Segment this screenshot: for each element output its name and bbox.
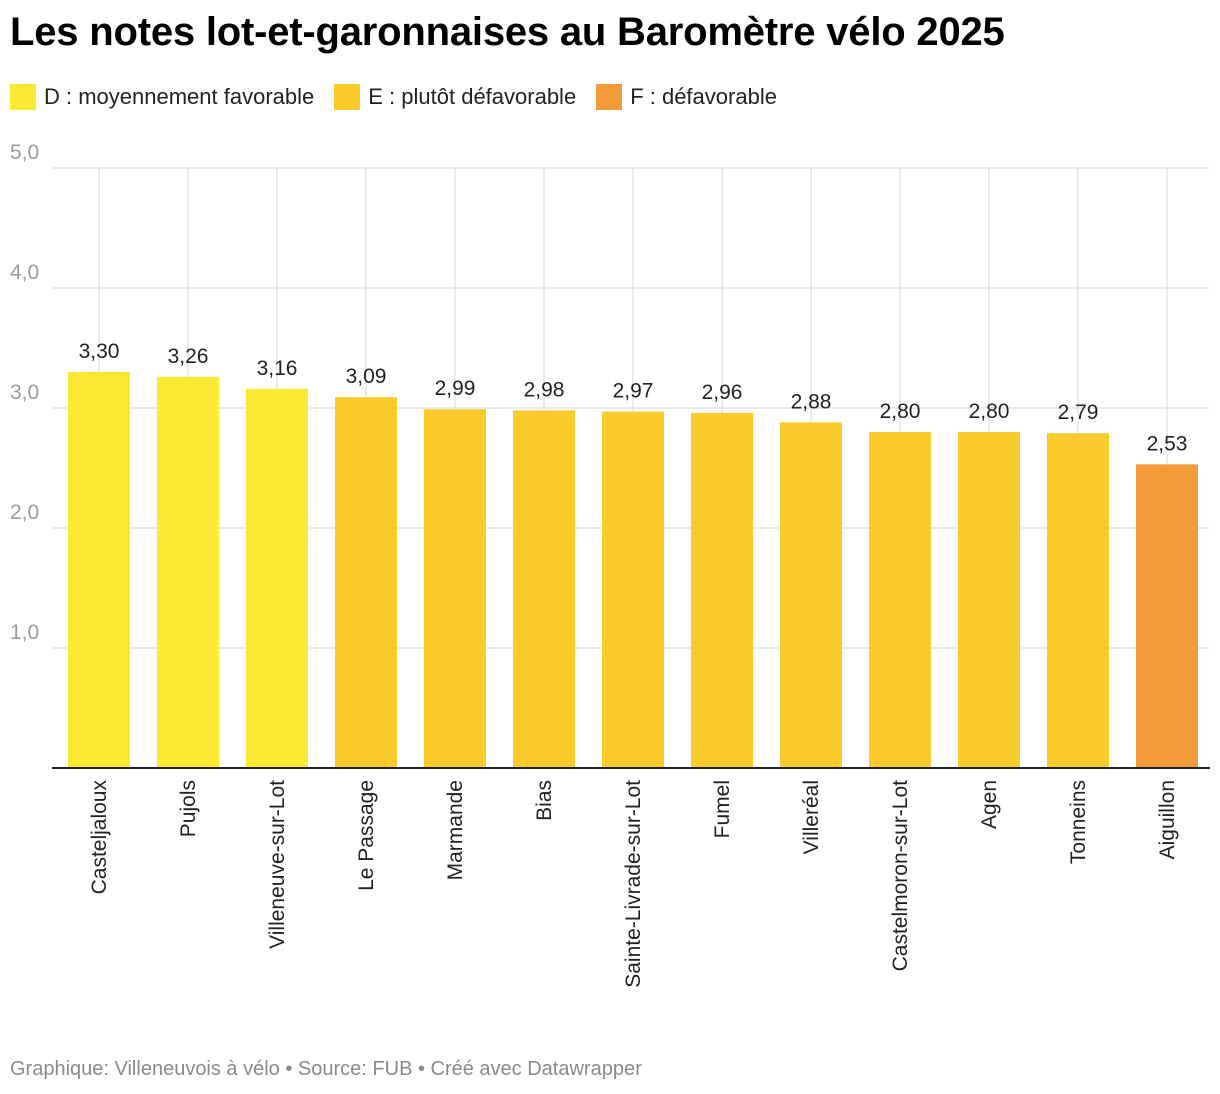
legend-item-e: E : plutôt défavorable	[334, 84, 576, 110]
bar	[68, 372, 130, 768]
y-tick-label: 5,0	[10, 141, 39, 164]
legend-swatch-f	[596, 84, 623, 110]
y-tick-label: 2,0	[10, 501, 39, 524]
bar	[1136, 464, 1198, 768]
legend-label-e: E : plutôt défavorable	[368, 84, 577, 109]
bar-value-label: 2,79	[1058, 401, 1099, 424]
legend-label-d: D : moyennement favorable	[44, 84, 315, 109]
bar	[869, 432, 931, 768]
legend-swatch-e	[334, 84, 361, 110]
bar	[1047, 433, 1109, 768]
chart-footer: Graphique: Villeneuvois à vélo • Source:…	[10, 1058, 642, 1080]
x-tick-label: Marmande	[444, 780, 467, 880]
bar-chart: 1,0 2,0 3,0 4,0 5,0 3,30 Casteljaloux 3,26 Pujol…	[10, 141, 1210, 988]
x-tick-label: Casteljaloux	[88, 780, 111, 895]
legend-swatch-d	[10, 84, 36, 110]
bar	[424, 409, 486, 768]
y-tick-label: 4,0	[10, 261, 39, 284]
legend-label-f: F : défavorable	[630, 84, 777, 109]
bar-value-label: 3,26	[168, 345, 209, 368]
bar-value-label: 3,30	[79, 340, 120, 363]
bar	[958, 432, 1020, 768]
bar-value-label: 2,53	[1147, 432, 1188, 455]
x-tick-label: Villeneuve-sur-Lot	[266, 780, 289, 949]
bar	[602, 411, 664, 768]
y-tick-label: 1,0	[10, 621, 39, 644]
x-tick-label: Agen	[978, 780, 1001, 829]
bar	[780, 422, 842, 768]
x-tick-label: Castelmoron-sur-Lot	[889, 780, 912, 972]
bar	[691, 412, 753, 768]
bar	[246, 388, 308, 768]
legend-item-f: F : défavorable	[596, 84, 777, 110]
x-tick-label: Pujols	[177, 780, 200, 837]
bar-value-label: 3,16	[257, 357, 298, 380]
x-tick-label: Fumel	[711, 780, 734, 838]
y-tick-label: 3,0	[10, 381, 39, 404]
bar-value-label: 2,98	[524, 378, 565, 401]
bar-value-label: 2,80	[969, 400, 1010, 423]
x-tick-label: Sainte-Livrade-sur-Lot	[622, 780, 645, 988]
bar	[157, 376, 219, 768]
x-tick-label: Villeréal	[800, 780, 823, 854]
legend-item-d: D : moyennement favorable	[10, 84, 314, 110]
bar-value-label: 2,97	[613, 380, 654, 403]
bar-value-label: 2,99	[435, 377, 476, 400]
bar-value-label: 2,80	[880, 400, 921, 423]
x-tick-label: Bias	[533, 780, 556, 821]
bar	[335, 397, 397, 768]
x-tick-label: Aiguillon	[1156, 780, 1179, 859]
bar-value-label: 2,96	[702, 381, 743, 404]
legend: D : moyennement favorable E : plutôt déf…	[10, 84, 777, 110]
bar-value-label: 2,88	[791, 390, 832, 413]
bar-value-label: 3,09	[346, 365, 387, 388]
x-tick-label: Tonneins	[1067, 780, 1090, 864]
bar	[513, 410, 575, 768]
x-tick-label: Le Passage	[355, 780, 378, 891]
chart-title: Les notes lot-et-garonnaises au Baromètr…	[10, 10, 1005, 54]
